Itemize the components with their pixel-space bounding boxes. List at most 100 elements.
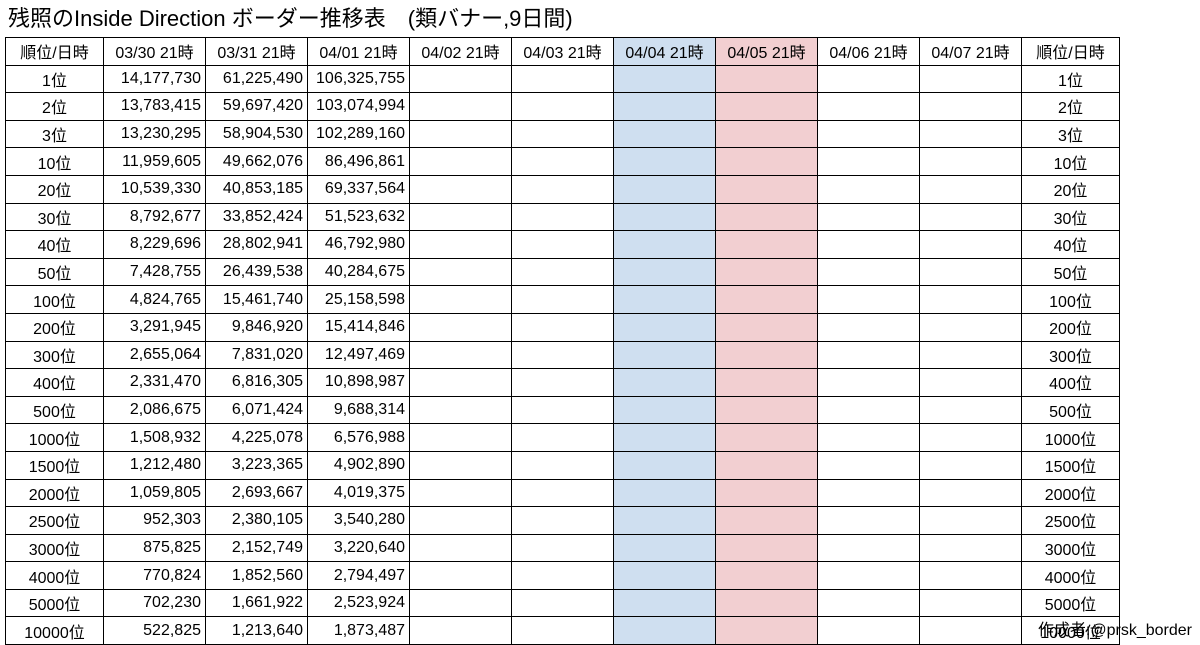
value-cell xyxy=(511,147,614,176)
value-cell: 3,220,640 xyxy=(307,533,410,563)
value-cell xyxy=(817,230,920,259)
value-cell xyxy=(817,147,920,176)
rank-cell: 20位 xyxy=(5,174,104,204)
rank-cell: 50位 xyxy=(5,257,104,287)
value-cell: 1,059,805 xyxy=(103,478,206,508)
value-cell xyxy=(715,478,818,508)
value-cell xyxy=(613,230,716,259)
rank-cell-right: 2000位 xyxy=(1021,478,1120,508)
value-cell xyxy=(817,202,920,232)
value-cell xyxy=(511,340,614,370)
value-cell xyxy=(511,119,614,149)
value-cell xyxy=(409,174,512,204)
date-header: 03/31 21時 xyxy=(205,37,308,66)
value-cell: 9,846,920 xyxy=(205,312,308,342)
value-cell xyxy=(613,561,716,590)
rank-cell-right: 3位 xyxy=(1021,119,1120,149)
value-cell xyxy=(409,423,512,452)
value-cell: 522,825 xyxy=(103,616,206,645)
value-cell xyxy=(817,257,920,287)
value-cell xyxy=(919,92,1022,121)
rank-cell-right: 4000位 xyxy=(1021,561,1120,590)
table-row: 10000位 522,825 1,213,640 1,873,487 10000位 xyxy=(5,616,1120,645)
rank-cell: 10000位 xyxy=(5,616,104,645)
value-cell xyxy=(919,478,1022,508)
value-cell xyxy=(511,64,614,94)
rank-cell-right: 10000位 xyxy=(1021,616,1120,645)
value-cell xyxy=(613,312,716,342)
value-cell xyxy=(715,450,818,480)
value-cell: 1,852,560 xyxy=(205,561,308,590)
value-cell: 61,225,490 xyxy=(205,64,308,94)
value-cell: 33,852,424 xyxy=(205,202,308,232)
value-cell xyxy=(715,230,818,259)
value-cell xyxy=(409,230,512,259)
rank-cell: 1位 xyxy=(5,64,104,94)
table-row: 100位 4,824,765 15,461,740 25,158,598 100位 xyxy=(5,285,1120,314)
value-cell xyxy=(817,395,920,425)
table-row: 400位 2,331,470 6,816,305 10,898,987 400位 xyxy=(5,368,1120,397)
rank-cell-right: 2位 xyxy=(1021,92,1120,121)
value-cell: 2,380,105 xyxy=(205,506,308,535)
value-cell: 6,576,988 xyxy=(307,423,410,452)
rank-cell: 300位 xyxy=(5,340,104,370)
value-cell xyxy=(715,616,818,645)
value-cell xyxy=(613,285,716,314)
value-cell xyxy=(919,616,1022,645)
value-cell xyxy=(613,257,716,287)
value-cell xyxy=(511,588,614,618)
value-cell: 103,074,994 xyxy=(307,92,410,121)
value-cell: 875,825 xyxy=(103,533,206,563)
rank-cell: 5000位 xyxy=(5,588,104,618)
rank-cell: 500位 xyxy=(5,395,104,425)
value-cell xyxy=(715,285,818,314)
value-cell xyxy=(919,533,1022,563)
value-cell xyxy=(715,588,818,618)
rank-cell-right: 1位 xyxy=(1021,64,1120,94)
value-cell xyxy=(715,119,818,149)
value-cell: 102,289,160 xyxy=(307,119,410,149)
value-cell xyxy=(409,312,512,342)
table-row: 30位 8,792,677 33,852,424 51,523,632 30位 xyxy=(5,202,1120,232)
value-cell xyxy=(613,202,716,232)
value-cell xyxy=(511,92,614,121)
table-body: 1位 14,177,730 61,225,490 106,325,755 1位 2位 13,… xyxy=(5,64,1120,645)
value-cell xyxy=(817,285,920,314)
value-cell xyxy=(511,506,614,535)
value-cell xyxy=(817,119,920,149)
table-row: 4000位 770,824 1,852,560 2,794,497 4000位 xyxy=(5,561,1120,590)
value-cell xyxy=(613,147,716,176)
value-cell: 1,212,480 xyxy=(103,450,206,480)
rank-cell-right: 5000位 xyxy=(1021,588,1120,618)
value-cell xyxy=(613,616,716,645)
value-cell: 40,853,185 xyxy=(205,174,308,204)
rank-cell-right: 20位 xyxy=(1021,174,1120,204)
value-cell xyxy=(409,92,512,121)
value-cell xyxy=(919,450,1022,480)
value-cell xyxy=(919,395,1022,425)
value-cell xyxy=(817,478,920,508)
rank-cell-right: 50位 xyxy=(1021,257,1120,287)
value-cell xyxy=(715,423,818,452)
value-cell xyxy=(613,588,716,618)
rank-cell: 1500位 xyxy=(5,450,104,480)
value-cell xyxy=(613,92,716,121)
date-header: 04/01 21時 xyxy=(307,37,410,66)
value-cell: 10,539,330 xyxy=(103,174,206,204)
rank-cell-right: 30位 xyxy=(1021,202,1120,232)
value-cell xyxy=(919,174,1022,204)
rank-cell: 4000位 xyxy=(5,561,104,590)
value-cell: 2,523,924 xyxy=(307,588,410,618)
value-cell xyxy=(817,506,920,535)
table-row: 20位 10,539,330 40,853,185 69,337,564 20位 xyxy=(5,174,1120,204)
value-cell: 4,225,078 xyxy=(205,423,308,452)
value-cell: 15,414,846 xyxy=(307,312,410,342)
date-header: 04/05 21時 xyxy=(715,37,818,66)
rank-cell: 100位 xyxy=(5,285,104,314)
value-cell: 1,213,640 xyxy=(205,616,308,645)
table-row: 2500位 952,303 2,380,105 3,540,280 2500位 xyxy=(5,506,1120,535)
value-cell: 15,461,740 xyxy=(205,285,308,314)
value-cell xyxy=(409,450,512,480)
value-cell xyxy=(409,368,512,397)
table-row: 500位 2,086,675 6,071,424 9,688,314 500位 xyxy=(5,395,1120,425)
